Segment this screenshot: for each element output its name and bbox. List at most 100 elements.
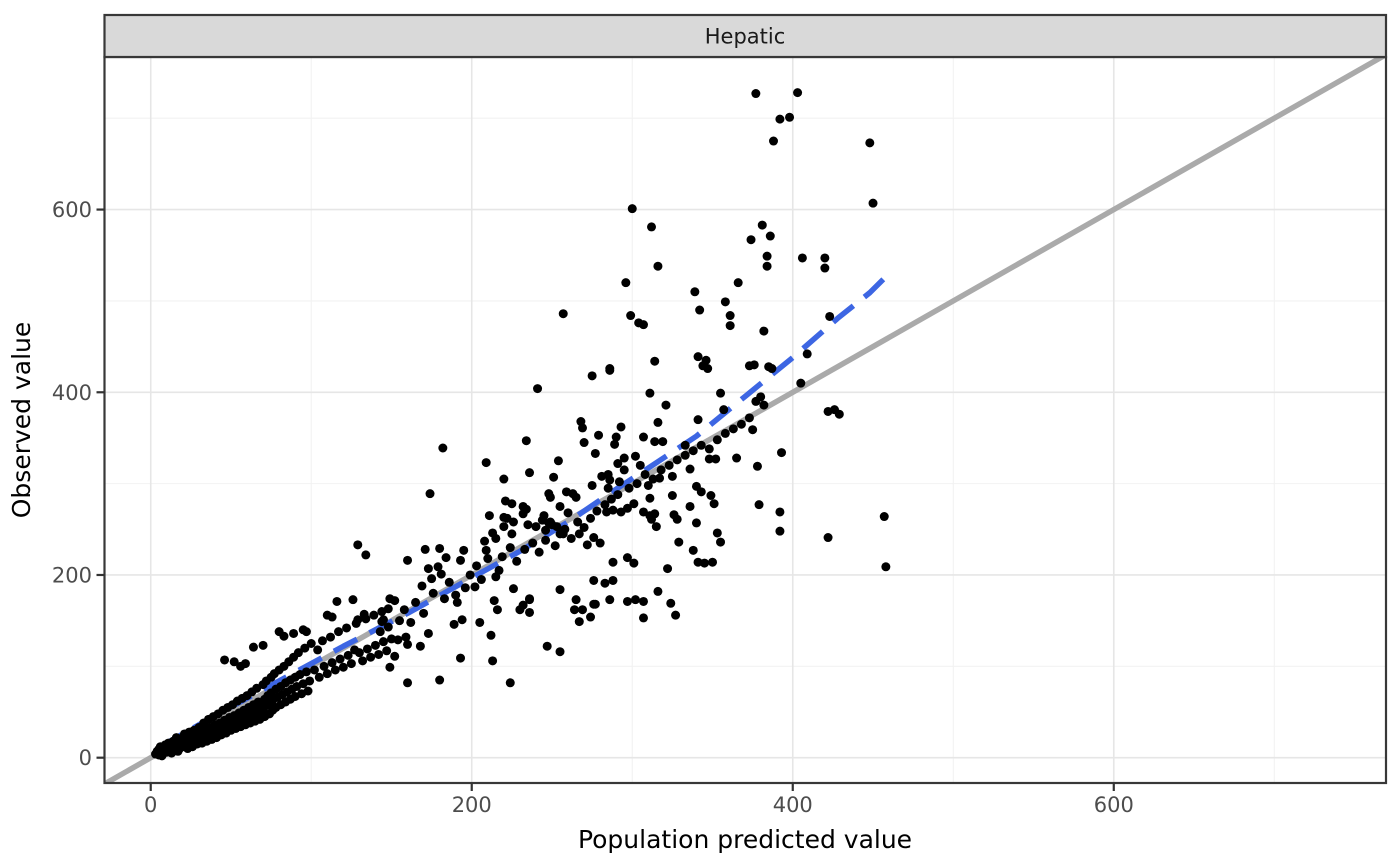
data-point	[563, 508, 573, 518]
x-tick-label: 0	[144, 793, 157, 817]
data-point	[635, 460, 645, 470]
data-point	[746, 235, 756, 245]
axis-tick-marks	[96, 208, 1115, 791]
data-point	[651, 522, 661, 532]
data-point	[709, 499, 719, 509]
data-point	[650, 356, 660, 366]
data-point	[650, 437, 660, 447]
data-point	[313, 645, 323, 655]
data-point	[728, 424, 738, 434]
data-point	[508, 517, 518, 527]
data-point	[480, 536, 490, 546]
data-point	[634, 318, 644, 328]
x-tick-label: 400	[773, 793, 813, 817]
data-point	[539, 511, 549, 521]
data-point	[643, 480, 653, 490]
data-point	[573, 517, 583, 527]
data-point	[691, 518, 701, 528]
data-point	[632, 479, 642, 489]
data-point	[351, 618, 361, 628]
data-point	[240, 659, 250, 669]
data-point	[499, 512, 509, 522]
data-point	[796, 378, 806, 388]
data-point	[574, 529, 584, 539]
data-point	[289, 628, 299, 638]
data-point	[361, 550, 371, 560]
data-point	[577, 423, 587, 433]
grid-major-lines	[104, 57, 1386, 783]
data-point	[624, 483, 634, 493]
grid-minor-lines	[104, 57, 1386, 783]
facet-strip-label: Hepatic	[705, 25, 786, 49]
data-point	[719, 405, 729, 415]
data-point	[375, 627, 385, 637]
data-point	[680, 450, 690, 460]
data-point	[525, 468, 535, 478]
data-point	[550, 541, 560, 551]
data-point	[638, 432, 648, 442]
data-point	[449, 619, 459, 629]
data-point	[629, 558, 639, 568]
data-point	[512, 556, 522, 566]
data-point	[390, 596, 400, 606]
data-point	[481, 458, 491, 468]
data-point	[775, 114, 785, 124]
data-point	[708, 557, 718, 567]
y-axis-tick-labels: 0 200 400 600	[52, 198, 92, 770]
data-point	[586, 513, 596, 523]
data-point	[666, 598, 676, 608]
data-point	[505, 678, 515, 688]
data-point	[589, 533, 599, 543]
data-point	[751, 89, 761, 99]
data-point	[325, 632, 335, 642]
data-point	[613, 459, 623, 469]
data-point	[820, 253, 830, 263]
data-point	[505, 543, 515, 553]
data-point	[306, 639, 316, 649]
data-point	[768, 136, 778, 146]
data-point	[229, 657, 239, 667]
data-point	[765, 231, 775, 241]
data-point	[785, 112, 795, 122]
data-point	[698, 361, 708, 371]
data-point	[423, 564, 433, 574]
y-tick-label: 0	[79, 746, 92, 770]
data-point	[667, 471, 677, 481]
data-point	[456, 653, 466, 663]
data-point	[541, 525, 551, 535]
data-point	[531, 522, 541, 532]
data-point	[725, 321, 735, 331]
data-point	[693, 352, 703, 362]
data-point	[542, 641, 552, 651]
data-point	[348, 595, 358, 605]
data-point	[661, 400, 671, 410]
data-point	[619, 453, 629, 463]
data-point	[674, 537, 684, 547]
data-point	[656, 465, 666, 475]
data-point	[486, 630, 496, 640]
data-point	[525, 607, 535, 617]
data-point	[767, 364, 777, 374]
data-point	[338, 662, 348, 672]
data-point	[712, 528, 722, 538]
data-point	[696, 440, 706, 450]
data-point	[752, 461, 762, 471]
data-point	[383, 604, 393, 614]
data-point	[704, 454, 714, 464]
data-point	[706, 491, 716, 501]
data-points	[151, 88, 891, 761]
data-point	[401, 632, 411, 642]
data-point	[460, 583, 470, 593]
data-point	[528, 538, 538, 548]
data-point	[301, 627, 311, 637]
data-point	[605, 365, 615, 375]
data-point	[497, 552, 507, 562]
data-point	[608, 575, 618, 585]
data-point	[756, 392, 766, 402]
data-point	[589, 599, 599, 609]
data-point	[441, 553, 451, 563]
x-tick-label: 200	[452, 793, 492, 817]
data-point	[600, 578, 610, 588]
data-point	[667, 491, 677, 501]
data-point	[459, 545, 469, 555]
